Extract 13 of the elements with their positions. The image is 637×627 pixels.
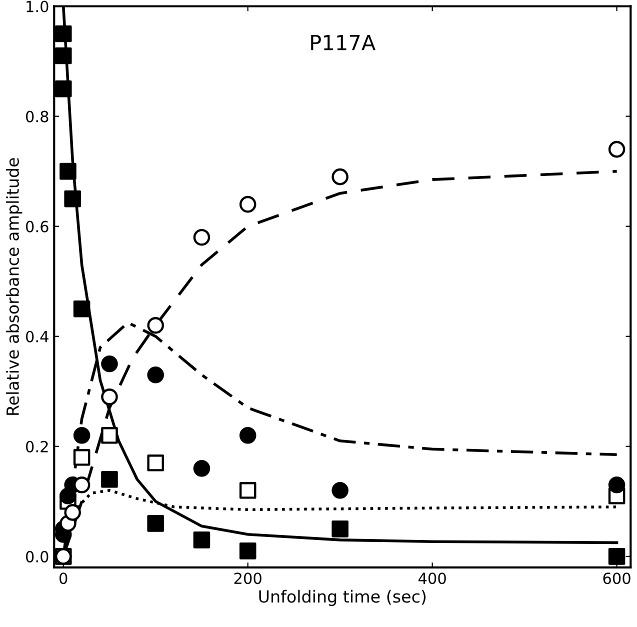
x-axis-title: Unfolding time (sec): [259, 590, 426, 606]
y-tick-label: 0.6: [26, 220, 48, 232]
x-tick-label: 600: [603, 572, 630, 584]
x-tick-label: 200: [234, 572, 262, 584]
y-tick-label: 1.0: [26, 0, 48, 12]
y-tick-label: 0.2: [26, 440, 48, 452]
text: P117A: [311, 34, 376, 50]
x-tick-label: 400: [418, 572, 446, 584]
y-tick-label: 0.4: [26, 330, 48, 342]
x-tick-label: 0: [60, 572, 68, 584]
y-axis-title: Relative absorbance amplitude: [6, 158, 22, 415]
y-tick-label: 0.8: [26, 110, 48, 122]
y-tick-label: 0.0: [26, 550, 48, 562]
